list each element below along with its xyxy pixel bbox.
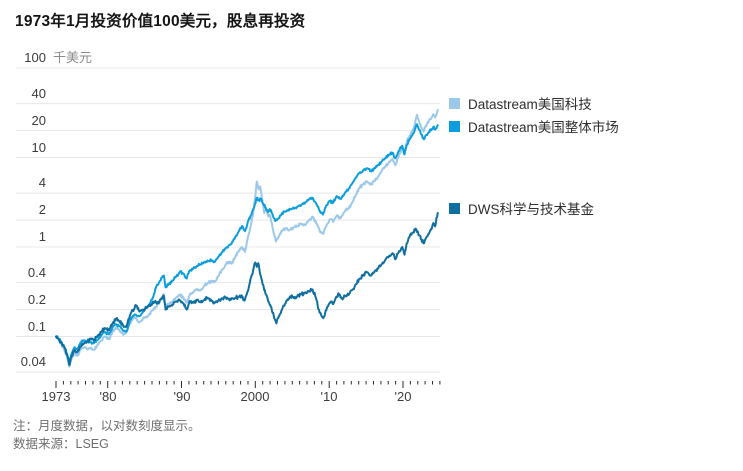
y-axis-label: 2 [38, 202, 46, 217]
series-line-0 [55, 108, 439, 368]
legend-item-us-market: Datastream美国整体市场 [449, 116, 619, 136]
legend-swatch-us-tech-icon [449, 97, 460, 109]
series-line-2 [55, 212, 439, 366]
x-axis-label: '80 [99, 389, 117, 404]
footnote-source: 数据来源：LSEG [13, 437, 109, 451]
y-axis-label: 100 [24, 50, 46, 65]
y-axis-label: 0.1 [27, 319, 46, 334]
footnote-note: 注：月度数据，以对数刻度显示。 [13, 419, 201, 433]
y-axis-label: 0.4 [27, 265, 46, 280]
legend-label: Datastream美国整体市场 [468, 120, 619, 135]
legend-label: Datastream美国科技 [468, 97, 592, 112]
chart-title: 1973年1月投资价值100美元，股息再投资 [15, 13, 306, 30]
y-axis-unit-label: 千美元 [53, 50, 93, 65]
legend-swatch-dws-fund-icon [449, 202, 460, 214]
y-axis-label: 40 [31, 86, 46, 101]
y-axis-label: 4 [38, 175, 46, 190]
y-axis-label: 0.2 [27, 292, 46, 307]
legend-item-dws-fund: DWS科学与技术基金 [449, 198, 594, 218]
y-axis-label: 10 [31, 140, 46, 155]
x-axis-label: '10 [320, 389, 338, 404]
x-axis-label: 2000 [240, 389, 270, 404]
y-axis-label: 20 [31, 113, 46, 128]
y-axis-label: 1 [38, 229, 46, 244]
x-axis-label: '90 [173, 389, 191, 404]
x-axis-label: '20 [394, 389, 412, 404]
footnotes: 注：月度数据，以对数刻度显示。 数据来源：LSEG [13, 417, 201, 453]
legend-label: DWS科学与技术基金 [468, 202, 594, 217]
x-axis-label: 1973 [41, 389, 71, 404]
series-line-1 [55, 123, 439, 363]
y-axis-label: 0.04 [20, 354, 46, 369]
legend-swatch-us-market-icon [449, 120, 460, 132]
legend-item-us-tech: Datastream美国科技 [449, 93, 592, 113]
